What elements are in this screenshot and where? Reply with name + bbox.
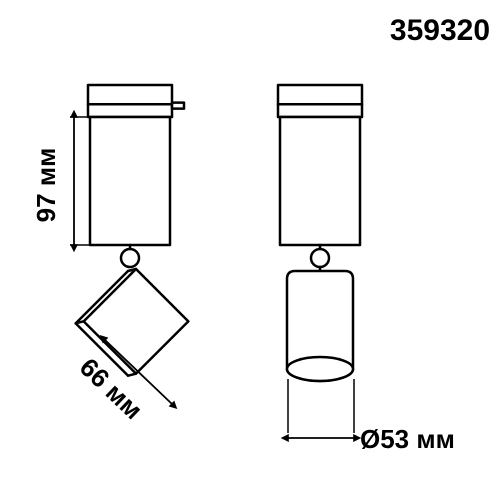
dim-diameter-label: Ø53 мм xyxy=(360,424,455,454)
left-body xyxy=(90,117,170,245)
right-joint xyxy=(311,249,329,267)
technical-drawing: 35932097 мм66 ммØ53 мм xyxy=(0,0,500,500)
left-joint xyxy=(121,249,139,267)
dim-height-label: 97 мм xyxy=(31,148,61,223)
right-body xyxy=(280,117,360,245)
left-adapter xyxy=(88,85,172,117)
right-adapter xyxy=(278,85,362,117)
product-code: 359320 xyxy=(390,14,490,47)
